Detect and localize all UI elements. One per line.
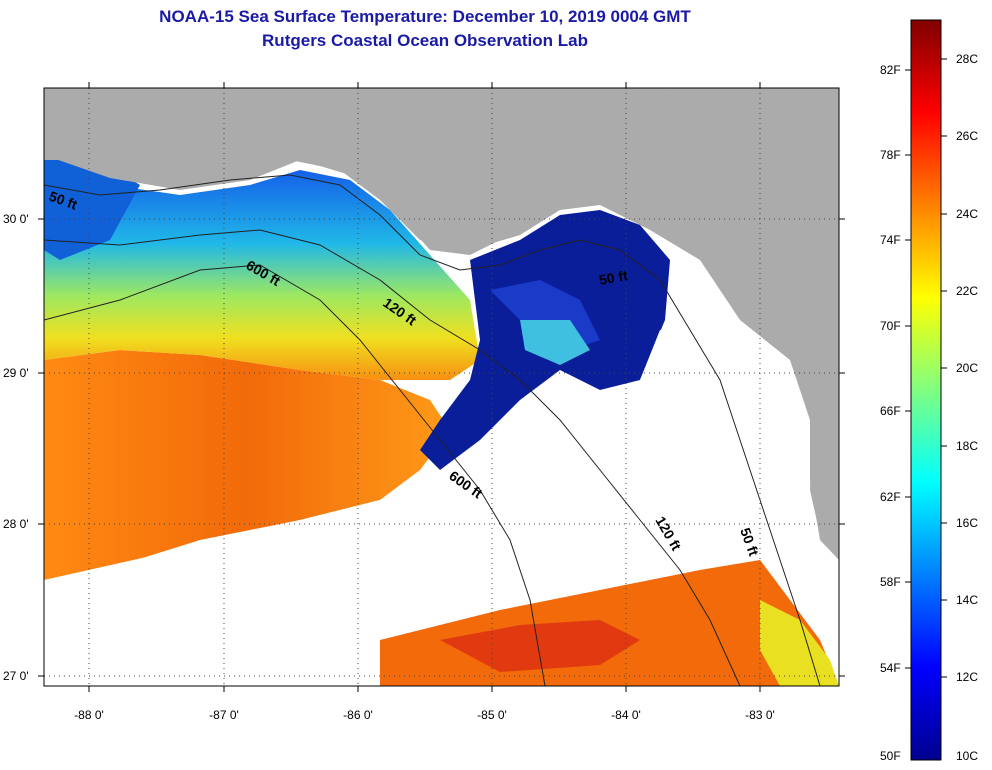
colorbar-f-label: 70F bbox=[880, 319, 901, 333]
colorbar-f-label: 54F bbox=[880, 661, 901, 675]
lon-tick-label: -85 0' bbox=[477, 708, 507, 722]
lat-tick-label: 30 0' bbox=[3, 212, 29, 226]
coastal-blue-west bbox=[44, 160, 140, 260]
colorbar-c-label: 12C bbox=[956, 670, 978, 684]
chart-title: NOAA-15 Sea Surface Temperature: Decembe… bbox=[159, 7, 691, 26]
warm-water-south-red bbox=[440, 620, 640, 672]
colorbar-ticks bbox=[905, 58, 947, 678]
chart-subtitle: Rutgers Coastal Ocean Observation Lab bbox=[262, 31, 588, 50]
axis-ticks bbox=[38, 82, 845, 692]
lon-tick-label: -88 0' bbox=[74, 708, 104, 722]
colorbar-c-label: 20C bbox=[956, 361, 978, 375]
colorbar-f-label: 66F bbox=[880, 404, 901, 418]
warm-water-south-yellow bbox=[760, 600, 839, 686]
colorbar-c-label: 18C bbox=[956, 439, 978, 453]
colorbar-gradient bbox=[910, 19, 942, 761]
colorbar-c-label: 22C bbox=[956, 284, 978, 298]
lon-tick-label: -86 0' bbox=[343, 708, 373, 722]
cloud-band bbox=[44, 400, 800, 670]
panhandle-land bbox=[44, 88, 839, 255]
colorbar-c-label: 28C bbox=[956, 52, 978, 66]
isobath-50ft-north bbox=[44, 174, 821, 686]
colorbar-f-label: 50F bbox=[880, 749, 901, 763]
colorbar: 82F 78F 74F 70F 66F 62F 58F 54F 50F 28C … bbox=[880, 19, 978, 763]
mid-water-patch bbox=[520, 320, 590, 365]
lat-tick-label: 29 0' bbox=[3, 366, 29, 380]
colorbar-f-label: 62F bbox=[880, 490, 901, 504]
colorbar-c-label: 10C bbox=[956, 749, 978, 763]
lon-tick-label: -84 0' bbox=[611, 708, 641, 722]
lon-tick-label: -83 0' bbox=[745, 708, 775, 722]
warm-water-west bbox=[44, 350, 450, 580]
cool-shelf-north bbox=[44, 170, 480, 380]
colorbar-f-label: 78F bbox=[880, 148, 901, 162]
colorbar-f-label: 82F bbox=[880, 63, 901, 77]
isobath-600ft bbox=[44, 264, 546, 686]
colorbar-c-label: 24C bbox=[956, 207, 978, 221]
lat-tick-label: 28 0' bbox=[3, 517, 29, 531]
colorbar-f-label: 58F bbox=[880, 575, 901, 589]
map-area: 50 ft 600 ft 120 ft 50 ft 600 ft 120 ft … bbox=[44, 88, 839, 686]
cloud-east bbox=[640, 330, 800, 510]
florida-land bbox=[660, 88, 839, 540]
map-border bbox=[43, 87, 840, 687]
colorbar-f-label: 74F bbox=[880, 233, 901, 247]
lon-tick-label: -87 0' bbox=[209, 708, 239, 722]
isobath-120ft bbox=[44, 229, 741, 686]
lat-tick-label: 27 0' bbox=[3, 669, 29, 683]
isobath-label-4: 50 ft bbox=[598, 267, 629, 288]
colorbar-c-label: 14C bbox=[956, 593, 978, 607]
colorbar-c-label: 26C bbox=[956, 129, 978, 143]
colorbar-c-label: 16C bbox=[956, 516, 978, 530]
